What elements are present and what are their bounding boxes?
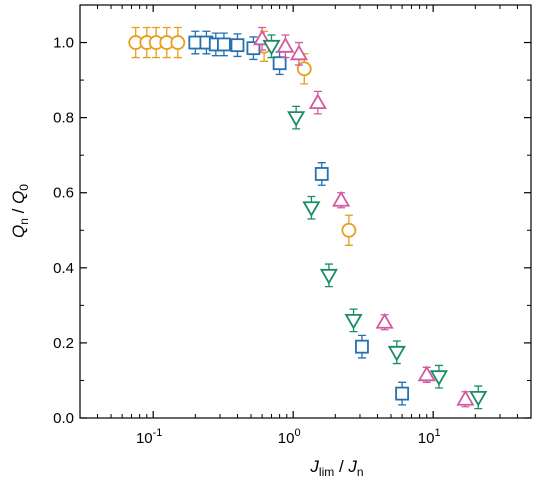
data-point-triangle-up <box>308 93 327 110</box>
data-point-triangle-down <box>319 268 338 285</box>
data-point-triangle-down <box>429 370 449 387</box>
y-axis-label-sep: / <box>9 204 28 218</box>
data-point-square <box>395 386 410 401</box>
plot-frame <box>79 4 532 419</box>
x-axis-label-sub2: n <box>357 465 364 479</box>
y-tick-label: 0.8 <box>53 110 74 127</box>
y-tick-label: 0.2 <box>53 335 74 352</box>
series-triangle-down <box>262 34 488 410</box>
y-tick-label: 0.4 <box>53 260 74 277</box>
plot-marks <box>128 26 488 410</box>
data-point-square <box>355 339 369 354</box>
y-tick-label: 0.6 <box>53 185 74 202</box>
data-point-circle <box>170 35 186 50</box>
x-axis-label: Jlim / Jn <box>309 457 363 479</box>
data-point-circle <box>341 222 357 238</box>
data-point-triangle-down <box>262 39 281 56</box>
x-axis-label-main2: J <box>347 457 357 476</box>
series-circle <box>128 26 357 246</box>
series-square <box>188 30 410 406</box>
data-point-square <box>272 56 287 71</box>
x-axis-label-main: J <box>309 457 319 476</box>
data-point-triangle-up <box>456 389 475 406</box>
y-axis-label-sub: n <box>17 218 31 225</box>
data-point-triangle-down <box>469 390 488 407</box>
data-point-triangle-up <box>276 36 295 53</box>
data-point-square <box>314 167 329 181</box>
data-point-triangle-up <box>289 44 309 61</box>
x-tick-label: 10-1 <box>136 427 162 447</box>
axis-ticks: 0.0 0.2 0.4 0.6 0.8 1.0 10-1 100 101 <box>53 4 531 447</box>
y-axis-label-sub2: 0 <box>17 184 31 191</box>
y-tick-label: 1.0 <box>53 35 74 52</box>
series-triangle-up <box>253 26 475 408</box>
data-point-triangle-up <box>417 365 436 382</box>
data-point-square <box>230 38 245 53</box>
data-point-triangle-up <box>375 312 394 329</box>
data-point-triangle-up <box>332 190 351 207</box>
x-tick-label: 100 <box>278 427 301 447</box>
y-tick-label: 0.0 <box>53 410 74 427</box>
data-point-circle <box>296 61 312 77</box>
data-point-triangle-down <box>387 345 406 362</box>
data-point-triangle-down <box>344 313 363 330</box>
x-axis-label-sub: lim <box>319 465 334 479</box>
y-axis-label-main2: Q <box>9 191 28 204</box>
data-point-triangle-down <box>287 111 306 127</box>
y-axis-label-main: Q <box>9 225 28 238</box>
x-axis-label-sep: / <box>334 457 348 476</box>
x-tick-label: 101 <box>418 427 441 447</box>
data-point-triangle-down <box>302 201 321 218</box>
y-axis-label: Qn / Q0 <box>9 184 31 238</box>
data-point-square <box>217 37 231 52</box>
